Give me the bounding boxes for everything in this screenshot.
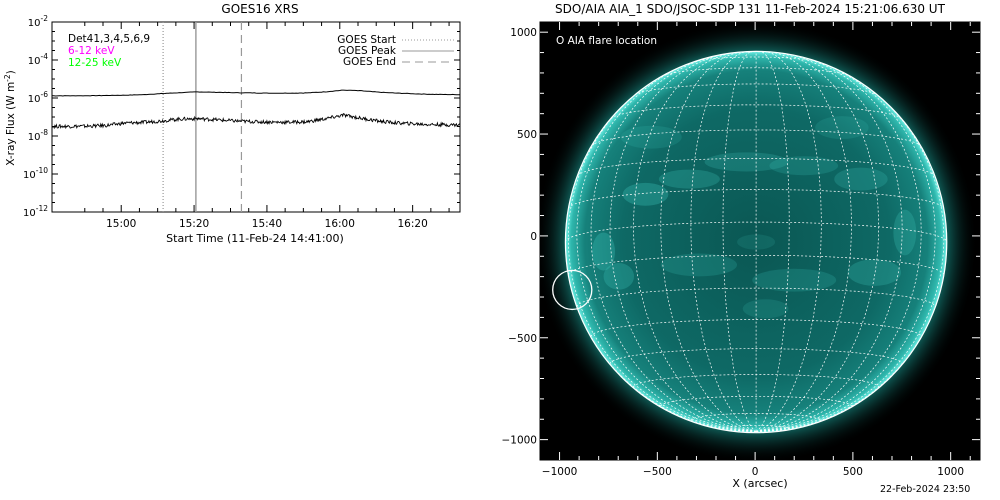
aia-x-tick-label: 0: [752, 466, 759, 478]
active-region-patch: [834, 167, 888, 191]
grid-line: [756, 54, 922, 432]
aia-x-tick-label: 1000: [937, 466, 964, 478]
grid-line: [577, 158, 936, 177]
grid-line: [756, 59, 936, 432]
grid-line: [567, 79, 757, 432]
aia-x-axis: −1000 −500 0 500 1000: [542, 22, 971, 478]
aia-plot-frame: [539, 21, 981, 461]
grid-line: [565, 221, 947, 243]
grid-line: [660, 395, 852, 407]
active-region-patch: [620, 125, 682, 149]
aia-sun-image: [540, 22, 978, 460]
aia-y-tick-label: 1000: [510, 27, 537, 39]
goes-y-tick-label: 10-10: [23, 166, 48, 181]
aia-y-tick-label: 0: [530, 231, 537, 243]
active-region-patch: [742, 299, 789, 319]
goes-energy-labels: Det41,3,4,5,6,9 6-12 keV 12-25 keV: [68, 33, 150, 69]
active-region-patch: [752, 268, 837, 292]
sun-limb: [564, 50, 948, 434]
goes-y-tick-label: 10-6: [28, 90, 48, 105]
active-region-patch: [847, 259, 901, 286]
goes-y-axis-label: X-ray Flux (W m-2): [3, 70, 17, 166]
grid-line: [756, 51, 852, 432]
legend-goes-end-label: GOES End: [343, 56, 396, 68]
grid-line: [690, 51, 757, 432]
legend-goes-peak-label: GOES Peak: [338, 45, 397, 57]
grid-line: [756, 52, 903, 432]
grid-line: [755, 51, 822, 432]
aia-x-tick-label: −1000: [542, 466, 578, 478]
generation-timestamp: 22-Feb-2024 23:50: [880, 484, 971, 495]
goes-x-axis: 15:00 15:20 15:40 16:00 16:20: [84, 22, 450, 230]
active-region-patch: [603, 262, 635, 290]
aia-image-panel: SDO/AIA AIA_1 SDO/JSOC-SDP 131 11-Feb-20…: [501, 2, 981, 490]
flare-location-circle: [552, 269, 593, 311]
aia-x-axis-label: X (arcsec): [732, 477, 787, 490]
goes-x-tick-label: 15:00: [106, 218, 136, 230]
energy-label-12-25-kev: 12-25 keV: [68, 57, 122, 69]
aia-y-tick-label: −500: [508, 333, 537, 345]
grid-line: [756, 79, 945, 432]
aia-y-tick-label: 500: [517, 129, 537, 141]
goes-xrs-panel: GOES16 XRS 10-2 10-4 10-6 10-8 10-10 10-12 15…: [3, 2, 461, 245]
grid-line: [690, 413, 822, 421]
goes-flux-curves: [51, 89, 461, 130]
goes-x-tick-label: 16:00: [325, 218, 355, 230]
goes-short-channel-curve: [51, 113, 461, 130]
active-region-patch: [658, 169, 720, 189]
active-region-patch: [769, 156, 839, 176]
goes-x-tick-label: 15:20: [179, 218, 209, 230]
aia-y-tick-label: −1000: [501, 435, 537, 447]
grid-line: [609, 348, 903, 364]
grid-line: [755, 51, 790, 432]
grid-line: [633, 374, 879, 388]
grid-line: [722, 51, 757, 432]
grid-line: [610, 104, 902, 119]
energy-label-detectors: Det41,3,4,5,6,9: [68, 33, 150, 45]
goes-legend: GOES Start GOES Peak GOES End: [337, 34, 454, 68]
grid-line: [660, 51, 757, 432]
grid-line: [576, 59, 757, 432]
grid-line: [590, 319, 922, 337]
grid-line: [568, 189, 945, 209]
goes-y-axis: 10-2 10-4 10-6 10-8 10-10 10-12: [23, 14, 460, 219]
heliographic-grid: [565, 51, 947, 432]
goes-y-tick-label: 10-4: [28, 52, 48, 67]
grid-line: [590, 54, 757, 432]
active-region-patch: [660, 253, 738, 277]
grid-line: [609, 52, 757, 432]
goes-y-tick-label: 10-12: [23, 204, 48, 219]
legend-goes-start-label: GOES Start: [337, 34, 396, 46]
grid-line: [756, 51, 879, 432]
grid-line: [694, 56, 819, 63]
goes-y-tick-label: 10-8: [28, 128, 48, 143]
active-region-patch: [815, 116, 869, 140]
active-region-patch: [893, 209, 917, 256]
grid-line: [722, 424, 790, 429]
grid-line: [591, 129, 922, 147]
energy-label-6-12-kev: 6-12 keV: [68, 45, 115, 57]
active-regions: [592, 116, 917, 319]
goes-x-tick-label: 15:40: [252, 218, 282, 230]
goes-title: GOES16 XRS: [221, 2, 298, 16]
aia-x-tick-label: 500: [843, 466, 863, 478]
active-region-patch: [622, 182, 669, 206]
aia-y-axis: 1000 500 0 −500 −1000: [501, 27, 980, 447]
grid-line: [576, 287, 936, 307]
aia-title: SDO/AIA AIA_1 SDO/JSOC-SDP 131 11-Feb-20…: [555, 2, 946, 16]
goes-time-markers: [162, 22, 243, 212]
goes-y-tick-label: 10-2: [28, 14, 48, 29]
goes-long-channel-curve: [52, 89, 461, 97]
grid-line: [662, 67, 850, 77]
grid-line: [633, 51, 757, 432]
active-region-patch: [592, 232, 615, 271]
active-region-patch: [704, 152, 789, 172]
goes-x-axis-label: Start Time (11-Feb-24 14:41:00): [166, 232, 344, 245]
goes-x-tick-label: 16:20: [398, 218, 428, 230]
aia-legend: O AIA flare location: [556, 35, 657, 47]
aia-x-tick-label: −500: [643, 466, 672, 478]
